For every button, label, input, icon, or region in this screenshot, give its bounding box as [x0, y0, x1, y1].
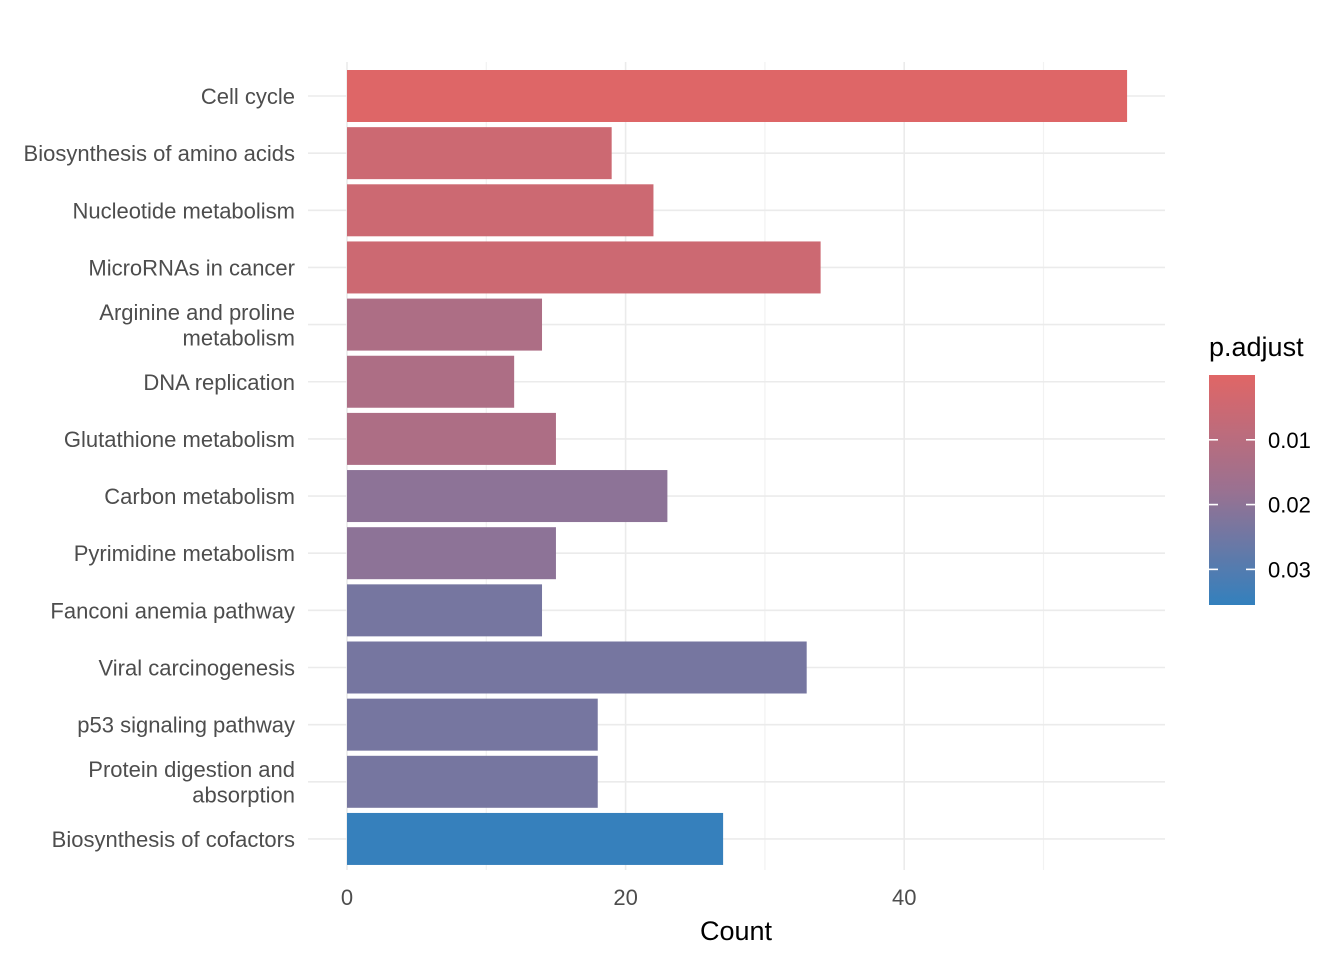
legend-tick-label: 0.01 [1268, 428, 1311, 453]
legend-tick-label: 0.03 [1268, 557, 1311, 582]
x-tick-labels: 0 20 40 [341, 885, 917, 910]
legend: p.adjust 0.01 0.02 0.03 [1209, 332, 1311, 605]
category-label: Nucleotide metabolism [72, 198, 295, 223]
legend-tick-label: 0.02 [1268, 493, 1311, 518]
category-label: p53 signaling pathway [77, 713, 295, 738]
bar [347, 527, 556, 580]
bar [347, 70, 1128, 122]
bar [347, 298, 543, 351]
bar [347, 584, 543, 637]
category-label: Glutathione metabolism [64, 427, 295, 452]
bar [347, 812, 724, 865]
category-label: Biosynthesis of cofactors [52, 827, 295, 852]
bar [347, 412, 556, 465]
legend-title: p.adjust [1209, 332, 1304, 362]
x-tick-label: 0 [341, 885, 353, 910]
bar [347, 755, 598, 808]
category-label: DNA replication [143, 370, 295, 395]
category-label: Cell cycle [201, 84, 295, 109]
bar [347, 355, 515, 408]
category-label: Carbon metabolism [104, 484, 295, 509]
bars [347, 70, 1128, 865]
category-label: Biosynthesis of amino acids [24, 141, 295, 166]
x-tick-label: 20 [613, 885, 637, 910]
bar [347, 470, 668, 523]
category-label: Pyrimidine metabolism [74, 541, 295, 566]
category-label: Viral carcinogenesis [99, 656, 295, 681]
category-label: Protein digestion and absorption [88, 757, 295, 808]
category-labels: Cell cycle Biosynthesis of amino acids Nuc… [24, 84, 295, 852]
bar [347, 127, 612, 180]
category-label: Arginine and proline metabolism [99, 300, 295, 351]
x-tick-label: 40 [892, 885, 916, 910]
bar [347, 241, 821, 294]
bar [347, 184, 654, 237]
bar [347, 698, 598, 751]
bar [347, 641, 807, 694]
legend-ticks: 0.01 0.02 0.03 [1209, 428, 1311, 582]
x-axis-title: Count [700, 916, 773, 946]
legend-colorbar [1209, 375, 1255, 605]
category-label: MicroRNAs in cancer [88, 255, 295, 280]
category-label: Fanconi anemia pathway [50, 598, 295, 623]
